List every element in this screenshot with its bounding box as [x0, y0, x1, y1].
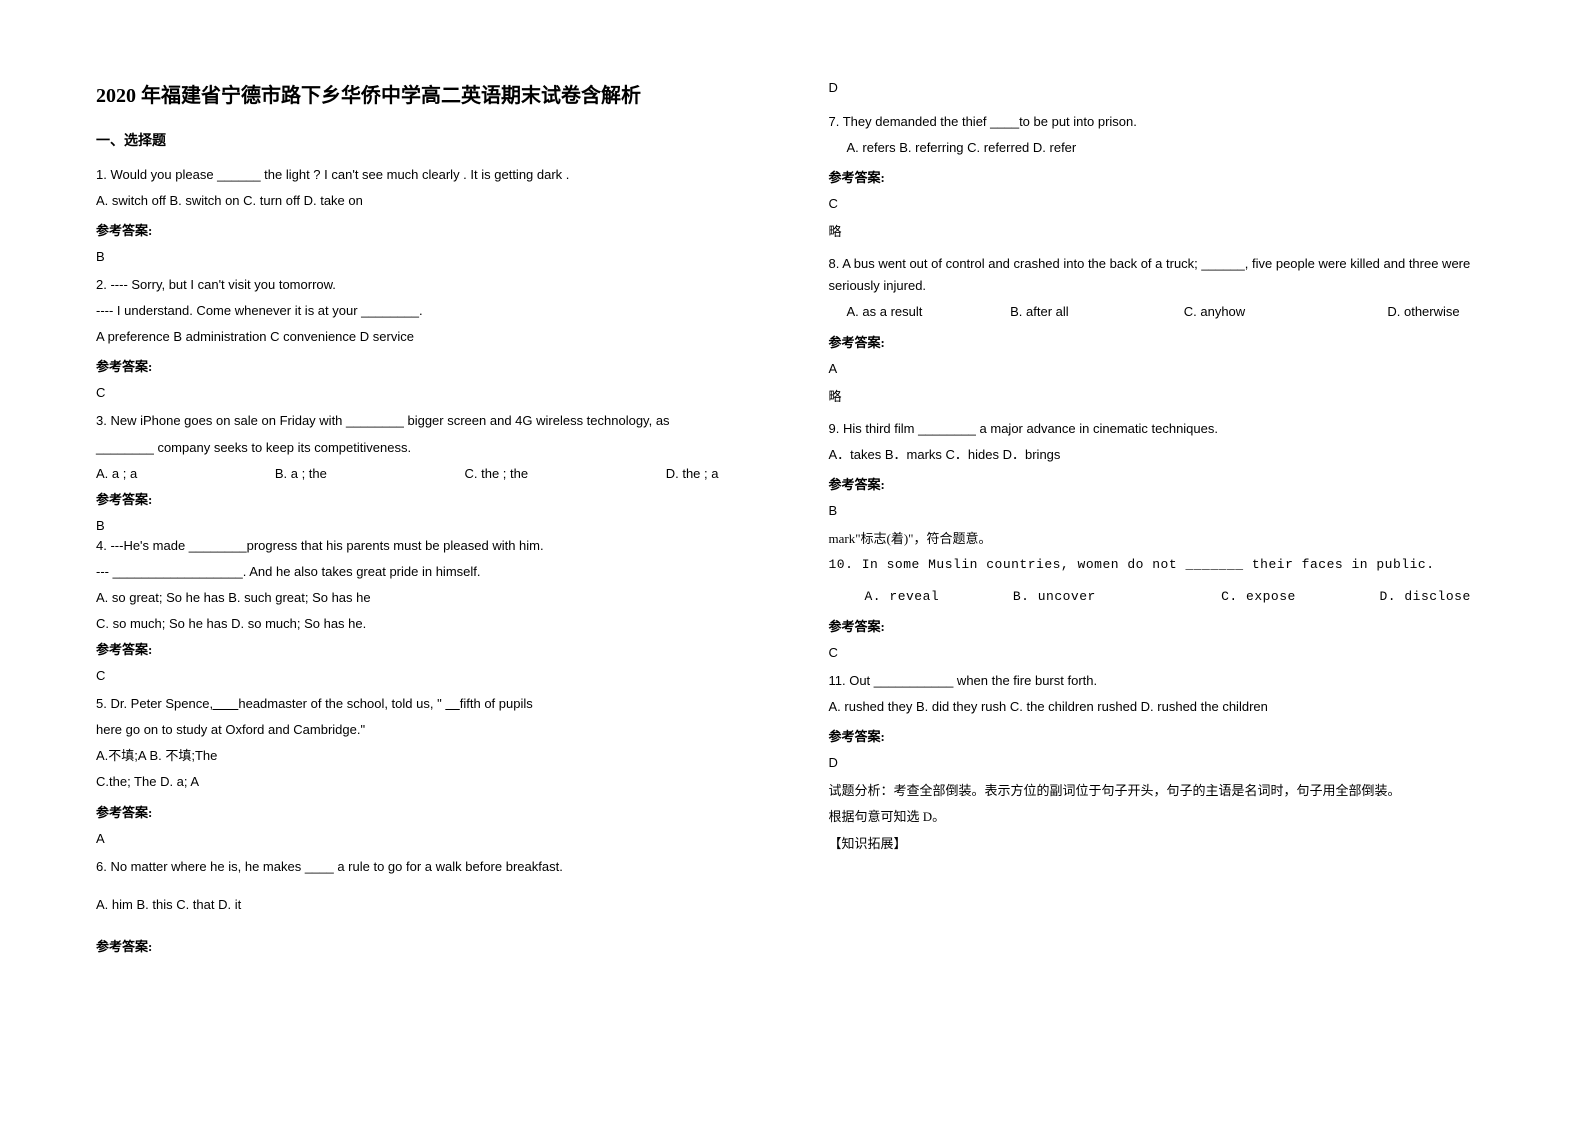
- q4-answer: C: [96, 668, 759, 683]
- q2-stem1: 2. ---- Sorry, but I can't visit you tom…: [96, 274, 759, 296]
- q2-stem2: ---- I understand. Come whenever it is a…: [96, 300, 759, 322]
- q4-answer-label: 参考答案:: [96, 639, 759, 658]
- page-title: 2020 年福建省宁德市路下乡华侨中学高二英语期末试卷含解析: [96, 80, 759, 112]
- q1-answer-label: 参考答案:: [96, 220, 759, 239]
- q9-answer: B: [829, 503, 1492, 518]
- q10-opt-a: A. reveal: [865, 586, 1005, 608]
- q7-answer-label: 参考答案:: [829, 167, 1492, 186]
- q8-opt-d: D. otherwise: [1387, 304, 1459, 319]
- q5-options1: A.不填;A B. 不填;The: [96, 745, 759, 767]
- q8-opt-c: C. anyhow: [1184, 301, 1384, 323]
- q10-stem: 10. In some Muslin countries, women do n…: [829, 554, 1492, 576]
- q6-answer-label: 参考答案:: [96, 936, 759, 955]
- q11-exp2: 根据句意可知选 D。: [829, 806, 1492, 828]
- q4-options1: A. so great; So he has B. such great; So…: [96, 587, 759, 609]
- left-column: 2020 年福建省宁德市路下乡华侨中学高二英语期末试卷含解析 一、选择题 1. …: [96, 80, 759, 1042]
- q10-options: A. reveal B. uncover C. expose D. disclo…: [829, 586, 1492, 608]
- q9-note: mark"标志(着)"，符合题意。: [829, 528, 1492, 550]
- q3-opt-a: A. a ; a: [96, 463, 137, 485]
- q11-exp1: 试题分析：考查全部倒装。表示方位的副词位于句子开头，句子的主语是名词时，句子用全…: [829, 780, 1492, 802]
- q1-stem: 1. Would you please ______ the light ? I…: [96, 164, 759, 186]
- q11-answer: D: [829, 755, 1492, 770]
- right-column: D 7. They demanded the thief ____to be p…: [829, 80, 1492, 1042]
- q3-opt-d: D. the ; a: [666, 463, 719, 485]
- q2-answer: C: [96, 385, 759, 400]
- q7-answer: C: [829, 196, 1492, 211]
- q3-options: A. a ; a B. a ; the C. the ; the D. the …: [96, 463, 759, 485]
- q8-stem: 8. A bus went out of control and crashed…: [829, 253, 1492, 297]
- q8-answer-label: 参考答案:: [829, 332, 1492, 351]
- q5-stem1: 5. Dr. Peter Spence, headmaster of the s…: [96, 693, 759, 715]
- q9-answer-label: 参考答案:: [829, 474, 1492, 493]
- q11-stem: 11. Out ___________ when the fire burst …: [829, 670, 1492, 692]
- q10-answer-label: 参考答案:: [829, 616, 1492, 635]
- q6-options: A. him B. this C. that D. it: [96, 894, 759, 916]
- q2-options: A preference B administration C convenie…: [96, 326, 759, 348]
- q3-opt-b: B. a ; the: [275, 463, 327, 485]
- section-heading: 一、选择题: [96, 130, 759, 150]
- q3-answer-label: 参考答案:: [96, 489, 759, 508]
- q2-answer-label: 参考答案:: [96, 356, 759, 375]
- q7-note: 略: [829, 221, 1492, 243]
- q5-answer-label: 参考答案:: [96, 802, 759, 821]
- q10-opt-d: D. disclose: [1379, 589, 1470, 604]
- q6-answer: D: [829, 80, 1492, 95]
- q10-opt-c: C. expose: [1221, 586, 1371, 608]
- q11-exp3: 【知识拓展】: [829, 833, 1492, 855]
- q5-stem2: here go on to study at Oxford and Cambri…: [96, 719, 759, 741]
- q8-opt-a: A. as a result: [847, 301, 1007, 323]
- q9-options: A．takes B．marks C．hides D．brings: [829, 444, 1492, 466]
- q5-options2: C.the; The D. a; A: [96, 771, 759, 793]
- q10-answer: C: [829, 645, 1492, 660]
- q6-stem: 6. No matter where he is, he makes ____ …: [96, 856, 759, 878]
- q4-stem1: 4. ---He's made ________progress that hi…: [96, 535, 759, 557]
- q5-answer: A: [96, 831, 759, 846]
- q8-opt-b: B. after all: [1010, 301, 1180, 323]
- q3-answer: B: [96, 518, 759, 533]
- q11-options: A. rushed they B. did they rush C. the c…: [829, 696, 1492, 718]
- q3-opt-c: C. the ; the: [465, 463, 529, 485]
- q3-stem2: ________ company seeks to keep its compe…: [96, 437, 759, 459]
- q11-answer-label: 参考答案:: [829, 726, 1492, 745]
- q1-answer: B: [96, 249, 759, 264]
- q3-stem1: 3. New iPhone goes on sale on Friday wit…: [96, 410, 759, 432]
- q10-opt-b: B. uncover: [1013, 586, 1213, 608]
- q8-options: A. as a result B. after all C. anyhow D.…: [829, 301, 1492, 323]
- q8-answer: A: [829, 361, 1492, 376]
- q4-options2: C. so much; So he has D. so much; So has…: [96, 613, 759, 635]
- q8-note: 略: [829, 386, 1492, 408]
- q7-stem: 7. They demanded the thief ____to be put…: [829, 111, 1492, 133]
- q1-options: A. switch off B. switch on C. turn off D…: [96, 190, 759, 212]
- q4-stem2: --- __________________. And he also take…: [96, 561, 759, 583]
- q7-options: A. refers B. referring C. referred D. re…: [829, 137, 1492, 159]
- q9-stem: 9. His third film ________ a major advan…: [829, 418, 1492, 440]
